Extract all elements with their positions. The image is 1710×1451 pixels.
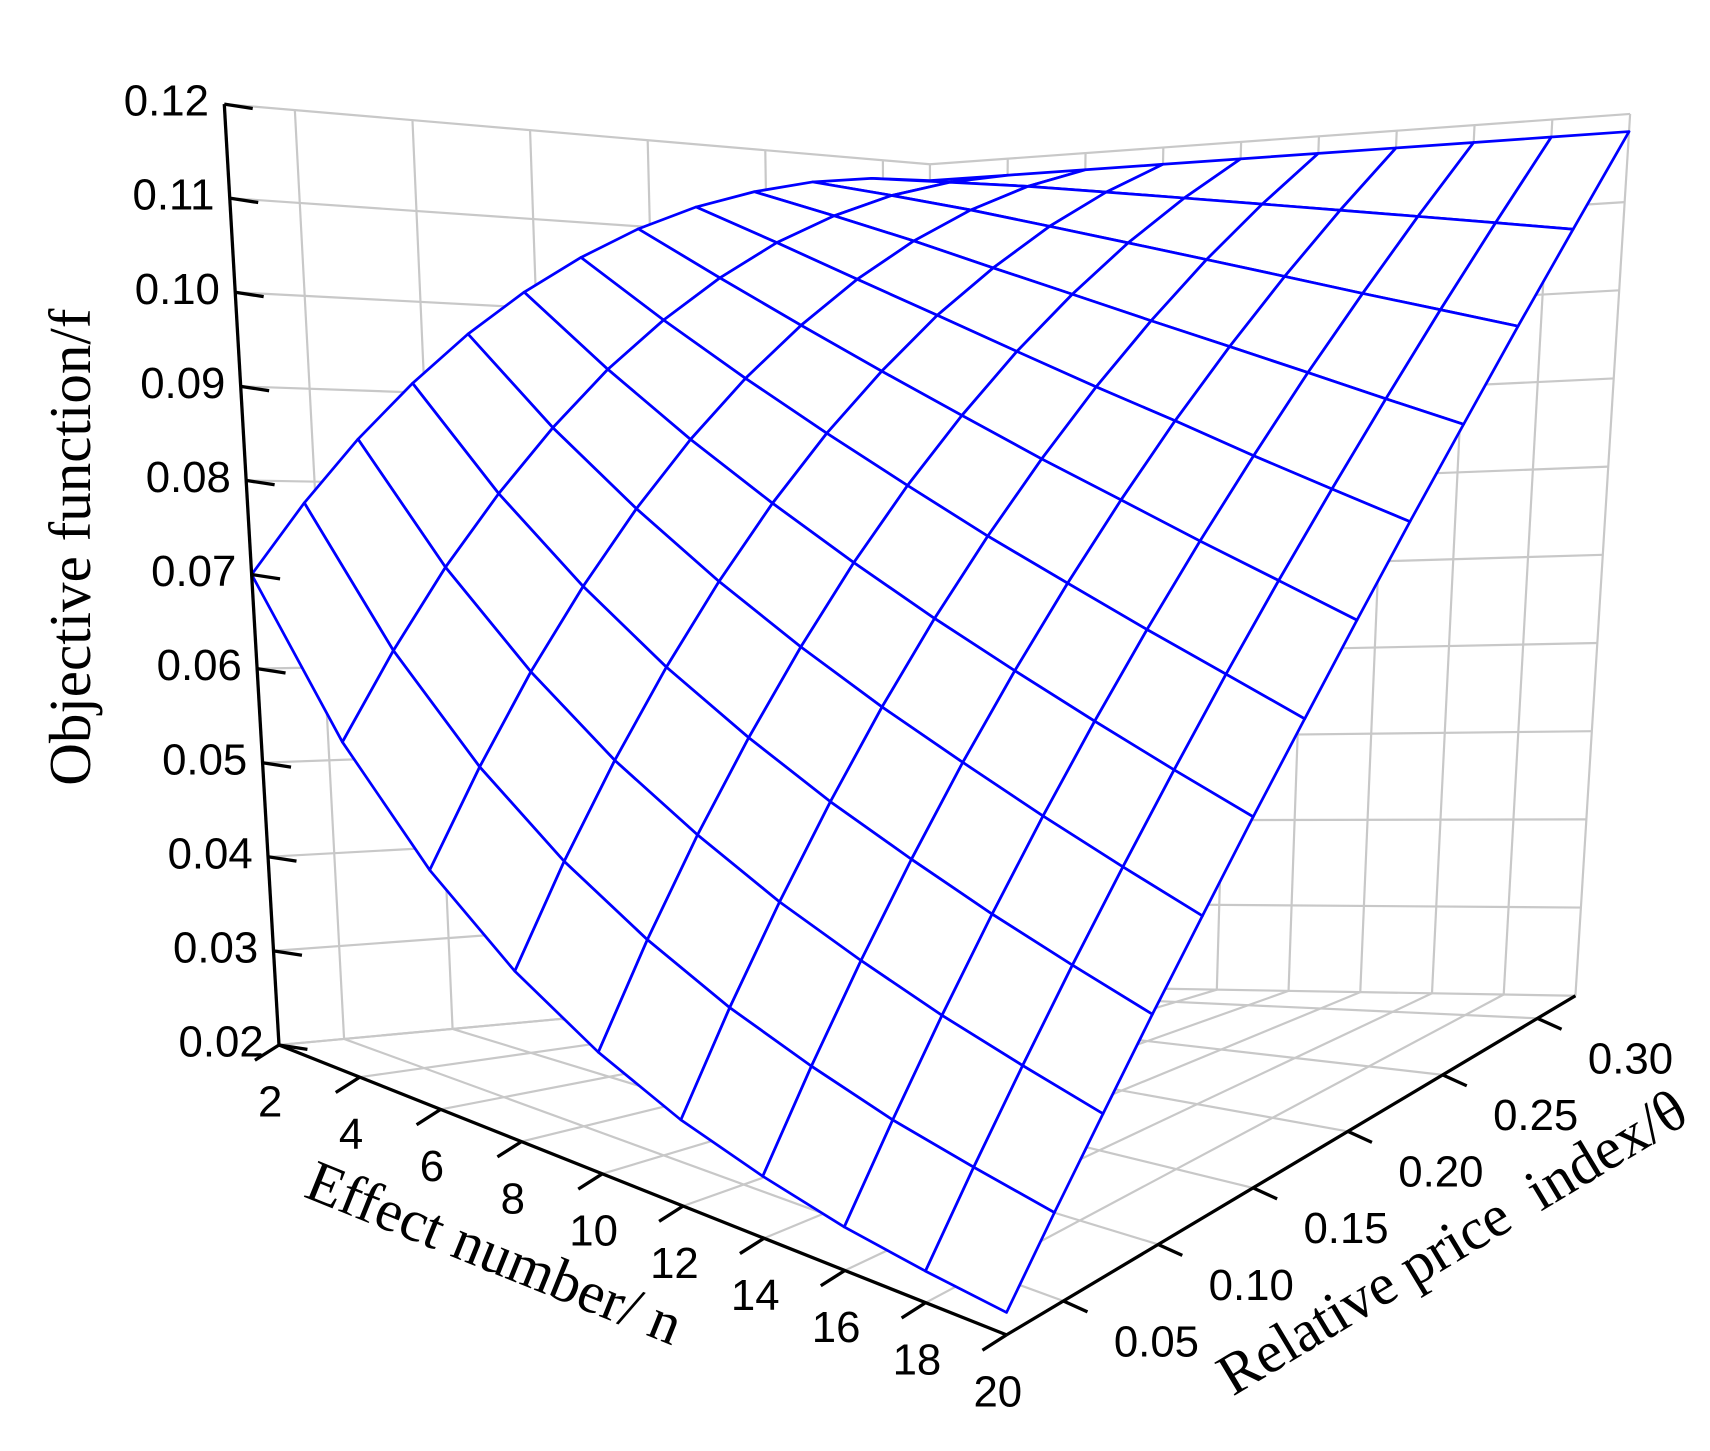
x-tick	[819, 1269, 846, 1288]
z-tick	[240, 384, 270, 393]
z-tick-label: 0.07	[151, 547, 236, 596]
z-tick-label: 0.03	[173, 923, 258, 972]
y-tick-label: 0.15	[1303, 1204, 1388, 1253]
z-tick	[278, 1043, 308, 1051]
z-axis-title: Objective function/f	[37, 308, 103, 786]
z-tick	[256, 666, 286, 675]
x-axis	[278, 1043, 1008, 1337]
z-tick	[234, 290, 264, 299]
y-tick-label: 0.10	[1209, 1261, 1294, 1310]
x-tick-label: 10	[569, 1207, 618, 1256]
x-tick	[658, 1204, 685, 1223]
x-tick	[739, 1236, 765, 1255]
y-tick-label: 0.30	[1588, 1035, 1673, 1084]
z-tick-label: 0.10	[135, 265, 220, 314]
z-tick	[273, 949, 303, 957]
x-tick-label: 16	[812, 1303, 861, 1352]
x-tick-label: 20	[973, 1368, 1022, 1417]
z-tick	[245, 478, 275, 487]
z-tick	[224, 102, 253, 111]
y-tick	[1062, 1299, 1089, 1314]
x-tick	[415, 1108, 442, 1127]
grid-line	[929, 112, 1631, 166]
surface-cell	[924, 1165, 1056, 1314]
z-tick	[229, 196, 259, 205]
z-tick	[262, 761, 292, 769]
y-axis-title: Relative price index/θ	[1205, 1076, 1698, 1408]
x-tick	[496, 1140, 523, 1159]
grid-line	[224, 102, 931, 166]
y-tick-label: 0.05	[1114, 1317, 1199, 1366]
y-tick	[1442, 1073, 1468, 1088]
x-tick-label: 6	[420, 1142, 444, 1191]
x-tick	[981, 1333, 1008, 1352]
x-axis-title: Effect number/ n	[297, 1147, 692, 1358]
y-tick	[1536, 1016, 1563, 1031]
z-tick-label: 0.09	[140, 359, 225, 408]
z-tick	[251, 572, 281, 581]
z-tick-label: 0.04	[168, 829, 253, 878]
x-tick	[900, 1301, 927, 1320]
z-tick-label: 0.11	[133, 171, 215, 220]
y-tick-label: 0.25	[1493, 1091, 1578, 1140]
z-tick-label: 0.02	[179, 1018, 264, 1067]
y-tick	[1157, 1242, 1183, 1257]
z-tick-label: 0.08	[146, 453, 231, 502]
x-tick-label: 14	[731, 1271, 780, 1320]
y-tick-label: 0.20	[1398, 1148, 1483, 1197]
x-tick-label: 4	[339, 1110, 363, 1159]
z-tick	[267, 855, 297, 863]
z-tick-label: 0.12	[124, 77, 209, 126]
x-tick	[254, 1043, 280, 1062]
x-tick-label: 8	[501, 1174, 525, 1223]
grid-line	[1574, 113, 1632, 996]
x-tick-label: 12	[650, 1239, 699, 1288]
x-tick-label: 2	[258, 1078, 282, 1127]
z-tick-label: 0.05	[162, 735, 247, 784]
y-tick	[1347, 1129, 1373, 1144]
z-tick-label: 0.06	[157, 641, 242, 690]
x-tick-label: 18	[893, 1335, 942, 1384]
x-tick	[334, 1075, 361, 1094]
y-axis	[1005, 994, 1577, 1337]
x-tick	[577, 1172, 604, 1191]
y-tick	[1252, 1186, 1278, 1201]
